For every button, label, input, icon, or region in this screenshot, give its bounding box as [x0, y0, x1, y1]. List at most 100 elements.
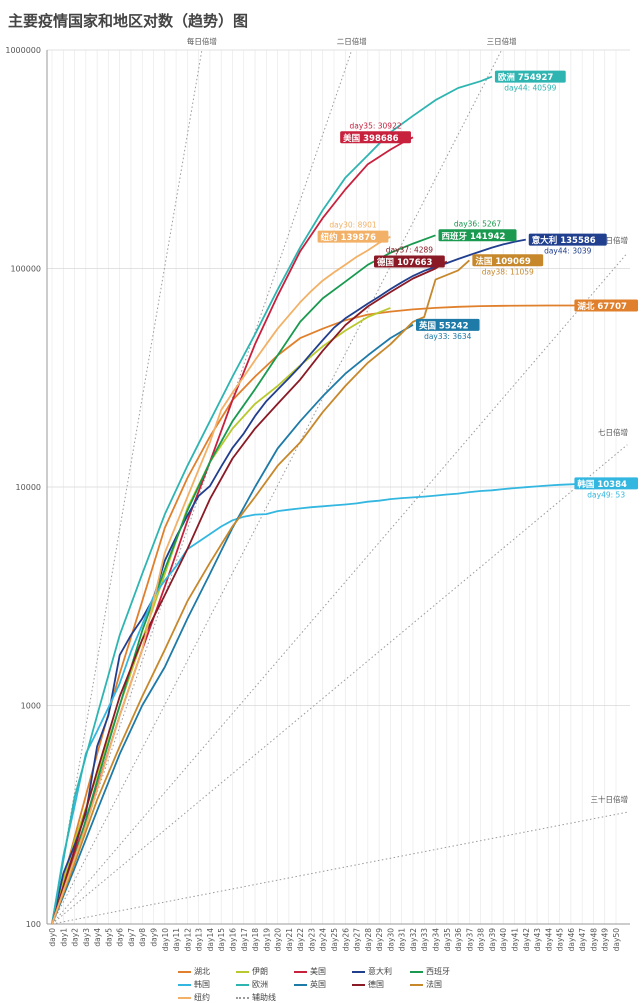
legend-swatch: [410, 983, 423, 986]
x-tick-label: day34: [432, 928, 441, 952]
x-tick-label: day10: [161, 928, 170, 952]
legend-label: 辅助线: [252, 993, 276, 1002]
legend-label: 伊朗: [252, 967, 268, 976]
series-sub-label: day35: 30922: [350, 121, 402, 130]
series-line: [51, 482, 594, 925]
legend-item: 英国: [294, 979, 352, 990]
series-sub-label: day44: 3039: [544, 247, 592, 256]
legend-item: 伊朗: [236, 966, 294, 977]
x-tick-label: day1: [59, 928, 68, 947]
series-end-label: 欧洲 754927: [498, 72, 554, 83]
x-tick-label: day24: [319, 928, 328, 952]
series-end-label: 湖北 67707: [577, 301, 627, 312]
x-tick-label: day47: [578, 928, 587, 952]
legend-swatch: [236, 996, 249, 999]
y-tick-label: 10000: [16, 483, 41, 492]
x-tick-label: day33: [420, 928, 429, 952]
series-sub-label: day37: 4289: [386, 245, 434, 254]
x-tick-label: day23: [307, 928, 316, 952]
series-line: [51, 260, 448, 925]
legend-item: 意大利: [352, 966, 410, 977]
x-tick-label: day26: [341, 928, 350, 952]
x-tick-label: day29: [375, 928, 384, 952]
x-tick-label: day27: [353, 928, 362, 952]
y-tick-label: 100: [26, 920, 41, 929]
x-tick-label: day31: [398, 928, 407, 952]
x-tick-label: day0: [48, 928, 57, 947]
x-tick-label: day2: [71, 928, 80, 947]
series-end-label-box: [574, 299, 638, 312]
chart-title: 主要疫情国家和地区对数（趋势）图: [8, 12, 249, 30]
series-end-label: 意大利 135586: [532, 235, 596, 246]
series-sub-label: day44: 40599: [504, 84, 556, 93]
legend-item: 湖北: [178, 966, 236, 977]
legend-swatch: [236, 983, 249, 986]
x-tick-label: day17: [240, 928, 249, 952]
legend-item: 纽约: [178, 992, 236, 1003]
legend-swatch: [294, 970, 307, 973]
x-tick-label: day30: [386, 928, 395, 952]
x-tick-label: day20: [274, 928, 283, 952]
series-end-label: 纽约 139876: [321, 232, 377, 243]
x-tick-label: day48: [589, 928, 598, 952]
legend-item: 韩国: [178, 979, 236, 990]
x-tick-label: day7: [127, 928, 136, 947]
series-line: [51, 235, 391, 925]
legend-swatch: [352, 983, 365, 986]
x-tick-label: day4: [93, 928, 102, 947]
legend-item: 法国: [410, 979, 468, 990]
series-end-label-box: [494, 70, 566, 83]
legend-label: 意大利: [368, 967, 392, 976]
x-tick-label: day13: [195, 928, 204, 952]
legend-label: 纽约: [194, 993, 210, 1002]
series-sub-label: day30: 8901: [329, 221, 377, 230]
series-sub-label: day49: 53: [587, 490, 625, 499]
x-tick-label: day28: [364, 928, 373, 952]
series-sub-label: day33: 3634: [424, 332, 472, 341]
series-end-label: 韩国 10384: [577, 479, 627, 490]
x-tick-label: day19: [262, 928, 271, 952]
y-tick-label: 100000: [10, 265, 41, 274]
chart-legend: 湖北 伊朗 美国 意大利 西班牙 韩国 欧洲 英国 德国 法国 纽约 辅助线: [178, 966, 468, 1003]
x-tick-label: day45: [556, 928, 565, 952]
series-sub-label: day38: 11059: [482, 267, 534, 276]
legend-label: 韩国: [194, 980, 210, 989]
series-end-label: 英国 55242: [418, 320, 469, 331]
guide-line-label: 五日倍增: [598, 235, 628, 245]
series-end-label-box: [340, 131, 411, 144]
x-tick-label: day38: [477, 928, 486, 952]
series-end-label-box: [574, 477, 638, 490]
legend-label: 西班牙: [426, 967, 450, 976]
series-line: [51, 304, 628, 925]
x-tick-label: day49: [601, 928, 610, 952]
series-end-label-box: [528, 233, 607, 246]
x-tick-label: day6: [116, 928, 125, 947]
legend-item: 美国: [294, 966, 352, 977]
x-tick-label: day40: [499, 928, 508, 952]
x-tick-label: day35: [443, 928, 452, 952]
series-line: [51, 259, 470, 925]
series-end-label: 法国 109069: [475, 256, 531, 267]
guide-line-label: 三十日倍增: [591, 794, 629, 804]
legend-item: 西班牙: [410, 966, 468, 977]
guide-line-label: 二日倍增: [337, 36, 367, 46]
guide-line-label: 三日倍增: [487, 36, 517, 46]
series-line: [51, 238, 526, 925]
guide-line: [51, 252, 628, 925]
y-tick-label: 1000: [21, 702, 41, 711]
x-tick-label: day22: [296, 928, 305, 952]
series-line: [51, 234, 436, 925]
x-tick-label: day32: [409, 928, 418, 952]
series-end-label-box: [438, 229, 517, 242]
legend-label: 欧洲: [252, 980, 268, 989]
series-line: [51, 75, 493, 925]
series-end-label: 西班牙 141942: [442, 231, 506, 242]
guide-line: [51, 811, 628, 925]
legend-label: 英国: [310, 980, 326, 989]
x-tick-label: day8: [138, 928, 147, 947]
series-sub-label: day36: 5267: [454, 219, 502, 228]
x-tick-label: day5: [104, 928, 113, 947]
x-tick-label: day15: [217, 928, 226, 952]
legend-label: 美国: [310, 967, 326, 976]
